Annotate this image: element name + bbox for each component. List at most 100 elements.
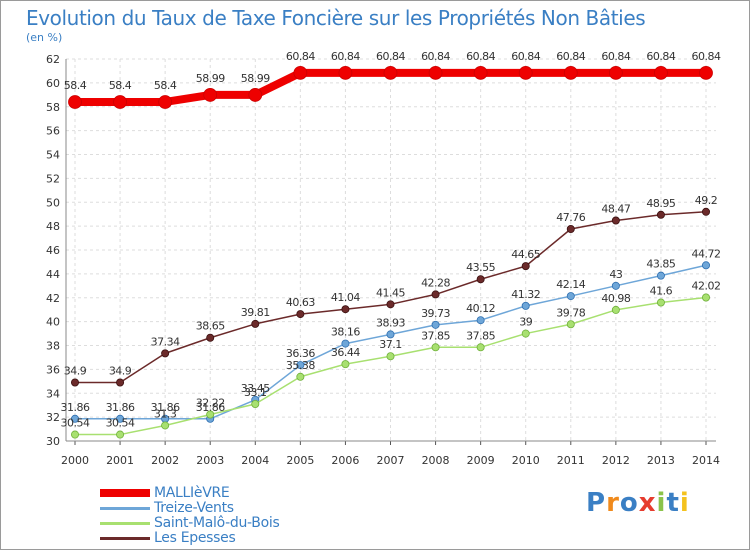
series-mallievre-data-label: 60.84 (421, 50, 450, 63)
series-mallievre-point (158, 95, 173, 109)
series-saint-malo-du-bois-point (386, 352, 395, 361)
series-les-epesses-point (476, 275, 485, 284)
series-saint-malo-du-bois-data-label: 30.54 (106, 417, 135, 430)
series-treize-vents-data-label: 44.72 (692, 247, 721, 260)
series-mallievre-data-label: 60.84 (556, 50, 585, 63)
y-tick-label: 48 (46, 220, 60, 233)
series-treize-vents-data-label: 43 (609, 268, 622, 281)
series-les-epesses-point (161, 349, 170, 358)
series-treize-vents-data-label: 42.14 (556, 278, 585, 291)
series-treize-vents-point (521, 301, 530, 310)
logo-letter: o (619, 488, 639, 518)
series-les-epesses-point (431, 290, 440, 299)
y-tick-label: 32 (46, 411, 60, 424)
series-treize-vents-data-label: 31.86 (151, 401, 180, 414)
logo-letter: t (666, 488, 680, 518)
series-saint-malo-du-bois-point (341, 360, 350, 369)
series-mallievre-data-label: 60.84 (286, 50, 315, 63)
legend-label-treize-vents: Treize-Vents (154, 500, 234, 516)
series-les-epesses-data-label: 40.63 (286, 296, 315, 309)
series-les-epesses-data-label: 44.65 (511, 248, 540, 261)
series-les-epesses-data-label: 39.81 (241, 306, 270, 319)
series-treize-vents-point (341, 339, 350, 348)
series-mallievre-data-label: 58.4 (154, 79, 177, 92)
series-mallievre-point (428, 65, 443, 80)
series-saint-malo-du-bois-point (476, 343, 485, 352)
series-treize-vents-data-label: 43.85 (646, 258, 675, 271)
y-tick-label: 38 (46, 340, 60, 353)
series-saint-malo-du-bois-data-label: 39 (519, 316, 532, 329)
series-saint-malo-du-bois-point (566, 320, 575, 329)
series-les-epesses-data-label: 34.9 (109, 365, 132, 378)
series-saint-malo-du-bois-point (116, 430, 125, 439)
proxiti-logo: Proxiti (586, 488, 690, 518)
series-mallievre-data-label: 60.84 (466, 50, 495, 63)
series-treize-vents-data-label: 33.45 (241, 382, 270, 395)
series-les-epesses-data-label: 37.34 (151, 335, 180, 348)
x-tick-label: 2003 (196, 454, 224, 467)
series-les-epesses-point (566, 224, 575, 233)
x-tick-label: 2009 (467, 454, 495, 467)
series-saint-malo-du-bois-data-label: 39.78 (556, 306, 585, 319)
x-tick-label: 2008 (422, 454, 450, 467)
series-mallievre-data-label: 60.84 (511, 50, 540, 63)
series-mallievre-data-label: 60.84 (376, 50, 405, 63)
series-saint-malo-du-bois-point (296, 372, 305, 381)
series-saint-malo-du-bois-data-label: 35.38 (286, 359, 315, 372)
y-tick-label: 44 (46, 268, 60, 281)
legend-swatch-treize-vents (100, 507, 150, 510)
x-tick-label: 2005 (286, 454, 314, 467)
series-mallievre-point (203, 88, 218, 102)
series-les-epesses-point (702, 207, 711, 216)
series-mallievre-point (113, 95, 127, 109)
series-les-epesses-data-label: 42.28 (421, 276, 450, 289)
y-tick-label: 58 (46, 101, 60, 114)
series-treize-vents-point (386, 330, 395, 339)
y-tick-label: 54 (46, 149, 60, 162)
legend-label-les-epesses: Les Epesses (154, 530, 236, 546)
chart-title: Evolution du Taux de Taxe Foncière sur l… (26, 6, 646, 30)
series-les-epesses-point (341, 305, 350, 314)
series-saint-malo-du-bois-point (702, 293, 711, 302)
series-mallievre-data-label: 58.99 (241, 72, 270, 85)
series-saint-malo-du-bois-data-label: 40.98 (601, 292, 630, 305)
series-saint-malo-du-bois-data-label: 41.6 (650, 285, 673, 298)
x-tick-label: 2006 (331, 454, 359, 467)
series-mallievre-point (383, 65, 398, 80)
series-les-epesses-point (206, 333, 215, 342)
series-mallievre-data-label: 58.4 (109, 79, 132, 92)
series-mallievre-point (473, 65, 488, 80)
x-tick-label: 2014 (692, 454, 720, 467)
series-saint-malo-du-bois-data-label: 37.1 (379, 338, 402, 351)
series-treize-vents-data-label: 31.86 (196, 401, 225, 414)
series-saint-malo-du-bois-data-label: 37.85 (421, 329, 450, 342)
x-tick-label: 2010 (512, 454, 540, 467)
x-tick-label: 2001 (106, 454, 134, 467)
series-les-epesses-point (656, 210, 665, 219)
series-treize-vents-point (566, 292, 575, 301)
series-saint-malo-du-bois-point (521, 329, 530, 338)
y-tick-label: 42 (46, 292, 60, 305)
logo-letter: P (586, 488, 607, 518)
series-les-epesses-data-label: 41.45 (376, 286, 405, 299)
series-treize-vents-data-label: 38.16 (331, 326, 360, 339)
x-tick-label: 2012 (602, 454, 630, 467)
logo-letter: i (679, 488, 690, 518)
series-treize-vents-data-label: 31.86 (106, 401, 135, 414)
series-treize-vents-data-label: 39.73 (421, 307, 450, 320)
series-saint-malo-du-bois-point (431, 343, 440, 352)
series-saint-malo-du-bois-point (656, 298, 665, 307)
logo-letter: i (656, 488, 667, 518)
series-les-epesses-data-label: 48.47 (601, 203, 630, 216)
series-saint-malo-du-bois-data-label: 32.22 (196, 396, 225, 409)
legend-label-mallievre: MALLIèVRE (154, 485, 230, 501)
y-tick-label: 60 (46, 77, 60, 90)
x-tick-label: 2004 (241, 454, 269, 467)
series-mallievre-point (248, 88, 263, 102)
legend-swatch-les-epesses (100, 537, 150, 540)
y-tick-label: 30 (46, 435, 60, 448)
legend-label-saint-malo-du-bois: Saint-Malô-du-Bois (154, 515, 280, 531)
y-tick-label: 62 (46, 53, 60, 66)
series-les-epesses-point (71, 378, 80, 387)
series-les-epesses-point (611, 216, 620, 225)
